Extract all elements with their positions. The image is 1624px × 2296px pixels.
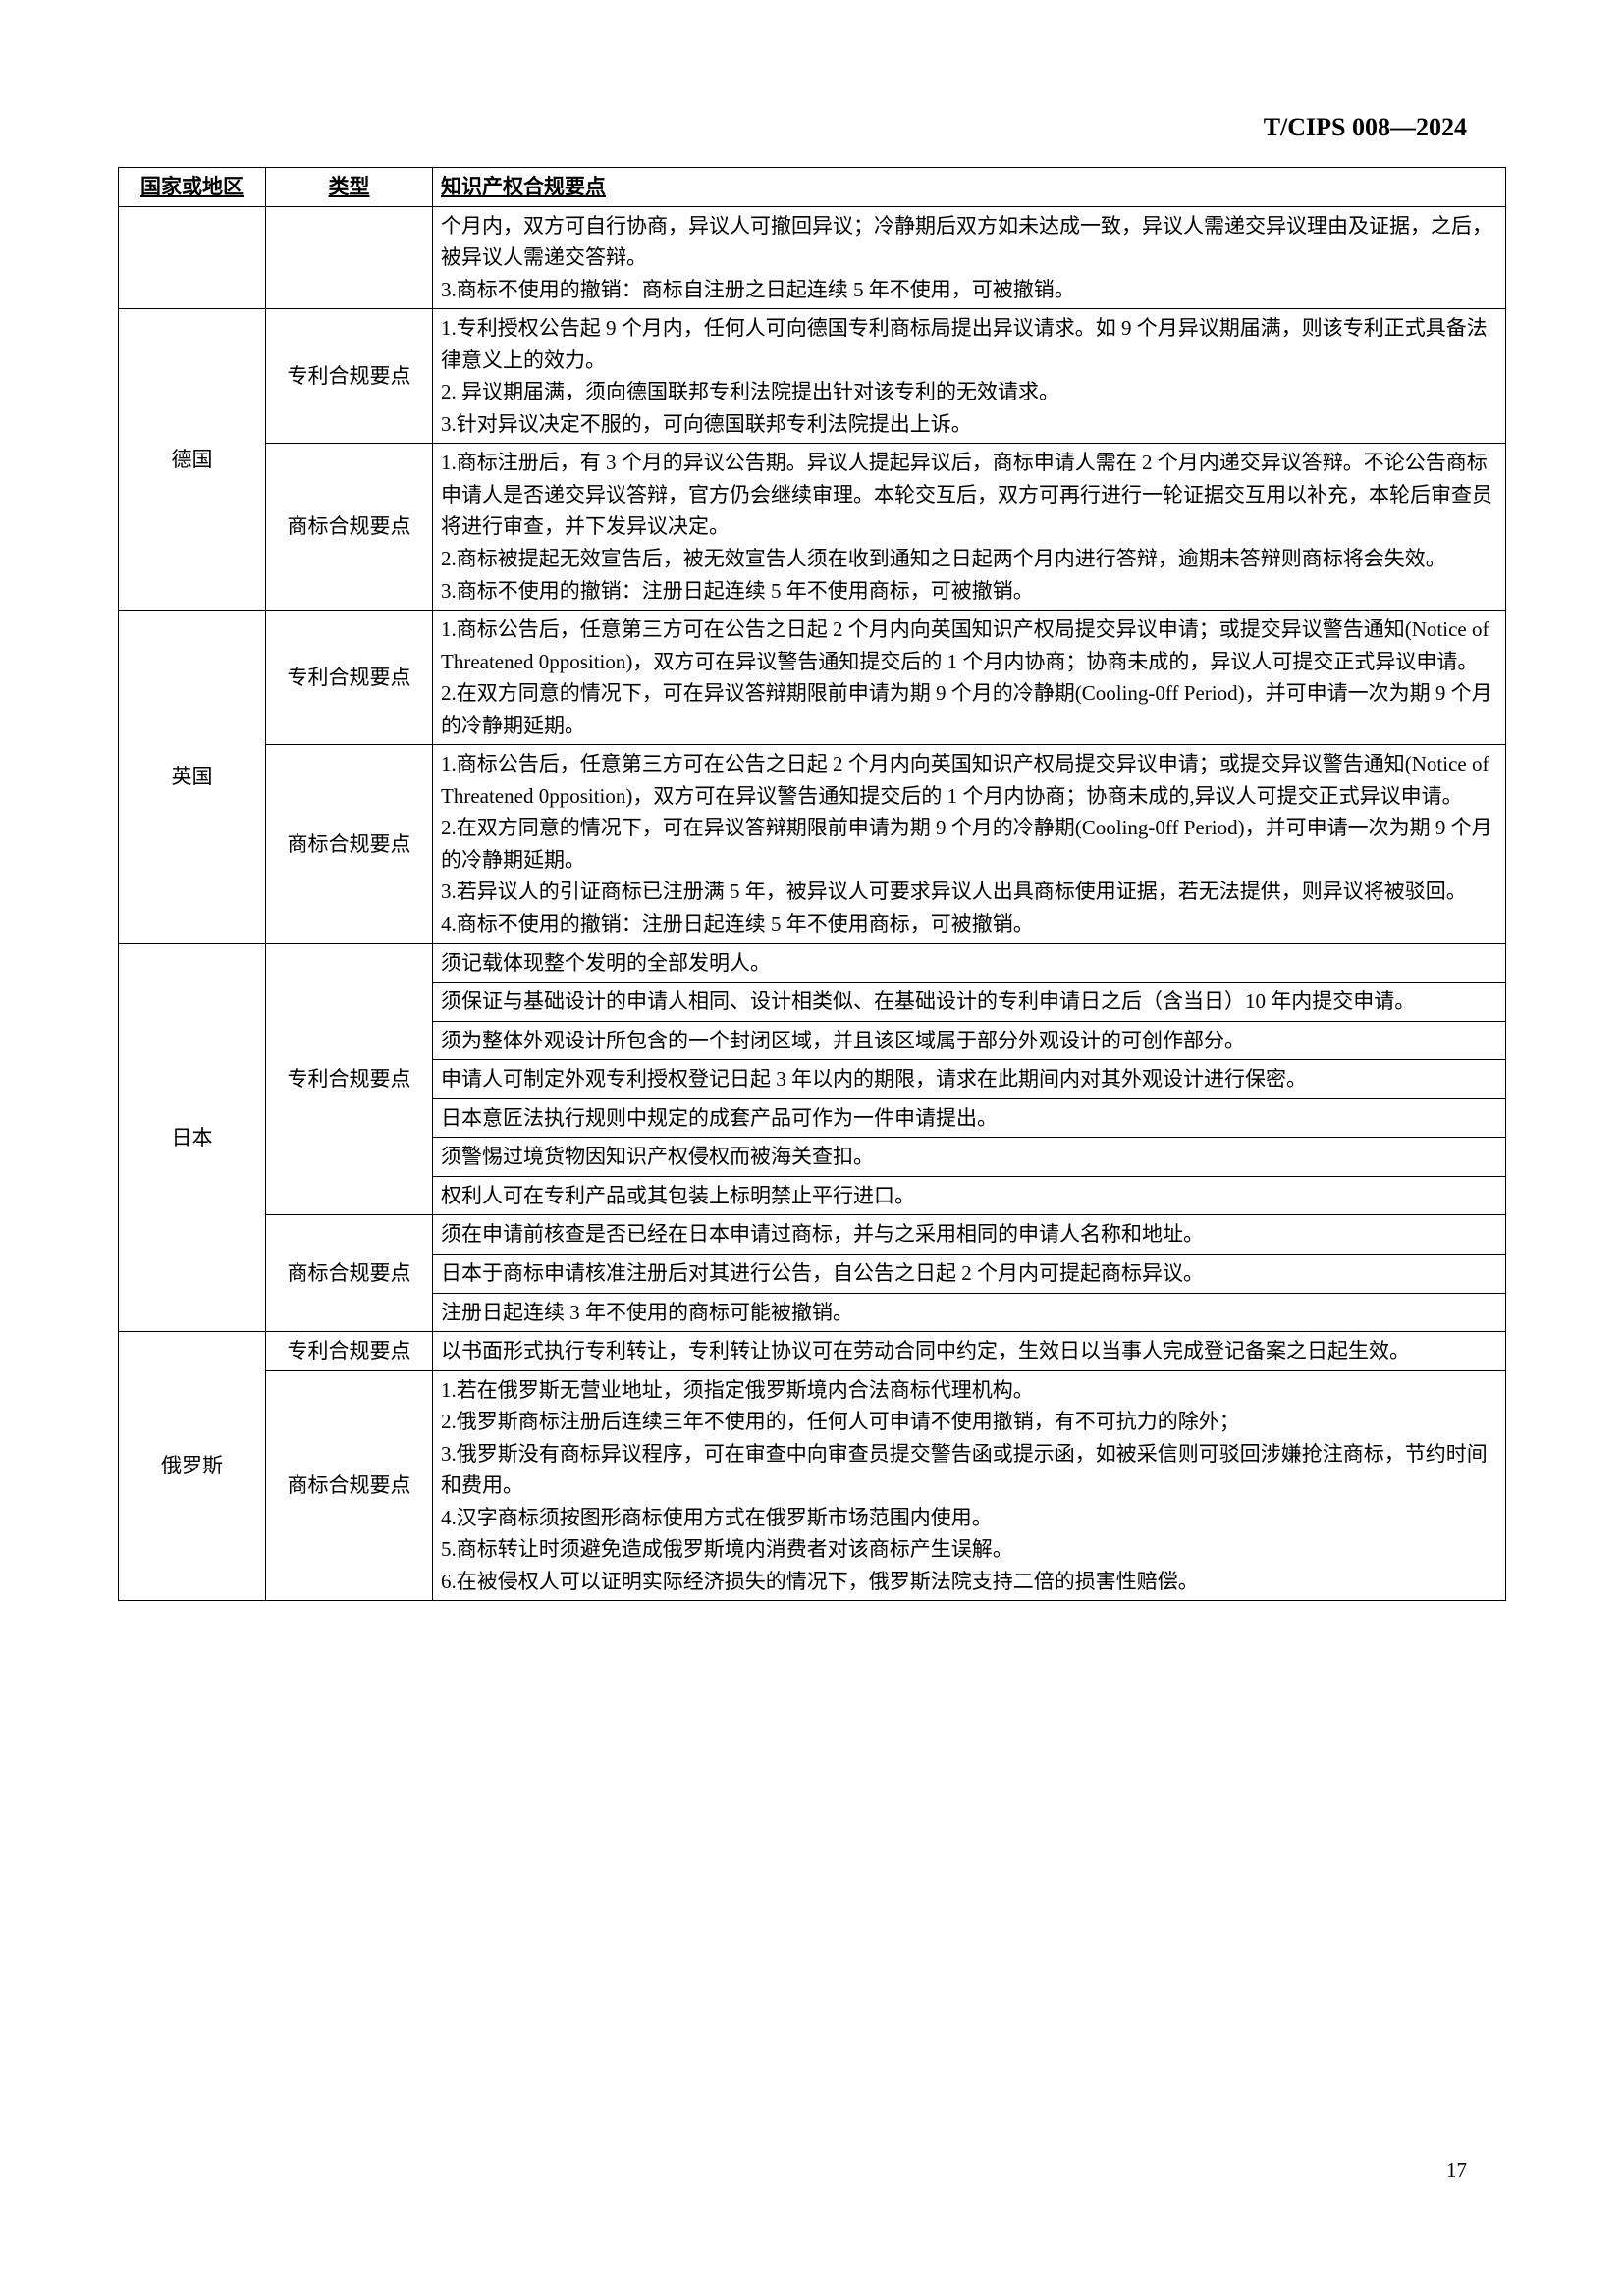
cell-content: 日本意匠法执行规则中规定的成套产品可作为一件申请提出。 (433, 1098, 1506, 1138)
table-row: 日本 专利合规要点 须记载体现整个发明的全部发明人。 (119, 943, 1506, 983)
cell-country: 日本 (119, 943, 266, 1331)
cell-country: 英国 (119, 611, 266, 943)
table-row: 英国 专利合规要点 1.商标公告后，任意第三方可在公告之日起 2 个月内向英国知… (119, 611, 1506, 745)
cell-content: 日本于商标申请核准注册后对其进行公告，自公告之日起 2 个月内可提起商标异议。 (433, 1254, 1506, 1293)
header-country: 国家或地区 (119, 168, 266, 207)
header-type: 类型 (266, 168, 433, 207)
table-row: 商标合规要点 1.商标注册后，有 3 个月的异议公告期。异议人提起异议后，商标申… (119, 444, 1506, 611)
cell-type (266, 206, 433, 309)
cell-content: 须在申请前核查是否已经在日本申请过商标，并与之采用相同的申请人名称和地址。 (433, 1215, 1506, 1255)
cell-type: 商标合规要点 (266, 1215, 433, 1332)
cell-type: 商标合规要点 (266, 444, 433, 611)
cell-content: 须为整体外观设计所包含的一个封闭区域，并且该区域属于部分外观设计的可创作部分。 (433, 1021, 1506, 1060)
compliance-table: 国家或地区 类型 知识产权合规要点 个月内，双方可自行协商，异议人可撤回异议；冷… (118, 167, 1506, 1601)
cell-content: 1.商标公告后，任意第三方可在公告之日起 2 个月内向英国知识产权局提交异议申请… (433, 611, 1506, 745)
table-row: 个月内，双方可自行协商，异议人可撤回异议；冷静期后双方如未达成一致，异议人需递交… (119, 206, 1506, 309)
cell-content: 须保证与基础设计的申请人相同、设计相类似、在基础设计的专利申请日之后（含当日）1… (433, 983, 1506, 1022)
table-row: 俄罗斯 专利合规要点 以书面形式执行专利转让，专利转让协议可在劳动合同中约定，生… (119, 1332, 1506, 1371)
cell-country: 德国 (119, 309, 266, 611)
table-row: 商标合规要点 1.若在俄罗斯无营业地址，须指定俄罗斯境内合法商标代理机构。2.俄… (119, 1370, 1506, 1601)
cell-content: 1.若在俄罗斯无营业地址，须指定俄罗斯境内合法商标代理机构。2.俄罗斯商标注册后… (433, 1370, 1506, 1601)
cell-content: 须记载体现整个发明的全部发明人。 (433, 943, 1506, 983)
cell-content: 1.商标公告后，任意第三方可在公告之日起 2 个月内向英国知识产权局提交异议申请… (433, 745, 1506, 943)
cell-type: 专利合规要点 (266, 309, 433, 444)
cell-content: 以书面形式执行专利转让，专利转让协议可在劳动合同中约定，生效日以当事人完成登记备… (433, 1332, 1506, 1371)
cell-content: 权利人可在专利产品或其包装上标明禁止平行进口。 (433, 1176, 1506, 1215)
cell-content: 1.专利授权公告起 9 个月内，任何人可向德国专利商标局提出异议请求。如 9 个… (433, 309, 1506, 444)
table-row: 德国 专利合规要点 1.专利授权公告起 9 个月内，任何人可向德国专利商标局提出… (119, 309, 1506, 444)
cell-content: 1.商标注册后，有 3 个月的异议公告期。异议人提起异议后，商标申请人需在 2 … (433, 444, 1506, 611)
cell-country (119, 206, 266, 309)
cell-type: 专利合规要点 (266, 943, 433, 1215)
cell-type: 专利合规要点 (266, 611, 433, 745)
cell-type: 商标合规要点 (266, 745, 433, 943)
cell-country: 俄罗斯 (119, 1332, 266, 1601)
cell-content: 个月内，双方可自行协商，异议人可撤回异议；冷静期后双方如未达成一致，异议人需递交… (433, 206, 1506, 309)
table-row: 商标合规要点 1.商标公告后，任意第三方可在公告之日起 2 个月内向英国知识产权… (119, 745, 1506, 943)
cell-type: 专利合规要点 (266, 1332, 433, 1371)
page-number: 17 (1446, 2159, 1467, 2183)
table-body: 个月内，双方可自行协商，异议人可撤回异议；冷静期后双方如未达成一致，异议人需递交… (119, 206, 1506, 1601)
cell-content: 注册日起连续 3 年不使用的商标可能被撤销。 (433, 1293, 1506, 1332)
table-row: 商标合规要点 须在申请前核查是否已经在日本申请过商标，并与之采用相同的申请人名称… (119, 1215, 1506, 1255)
header-content: 知识产权合规要点 (433, 168, 1506, 207)
cell-content: 申请人可制定外观专利授权登记日起 3 年以内的期限，请求在此期间内对其外观设计进… (433, 1060, 1506, 1099)
cell-content: 须警惕过境货物因知识产权侵权而被海关查扣。 (433, 1138, 1506, 1177)
document-header-code: T/CIPS 008—2024 (1264, 113, 1467, 142)
cell-type: 商标合规要点 (266, 1370, 433, 1601)
